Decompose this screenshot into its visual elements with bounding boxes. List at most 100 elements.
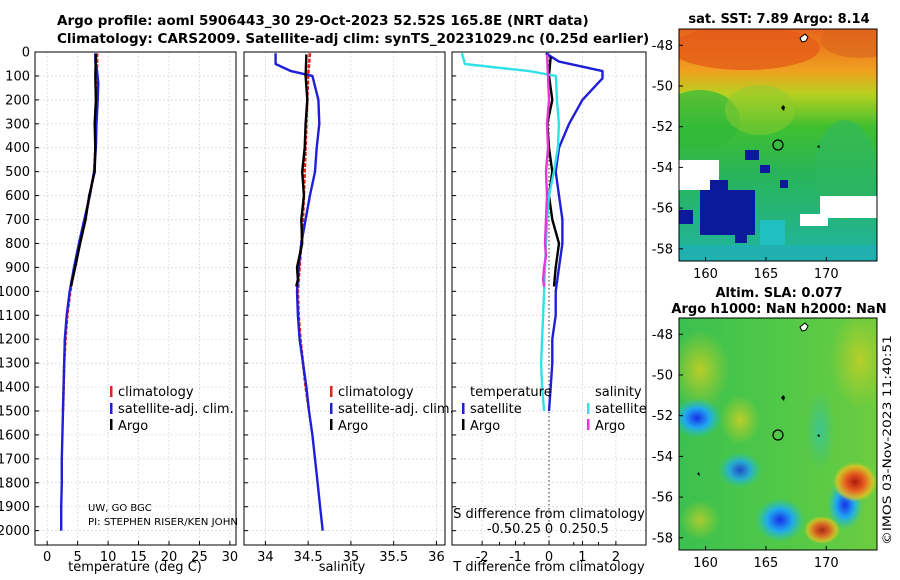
- figure-title-line2: Climatology: CARS2009. Satellite-adj cli…: [57, 31, 650, 47]
- x-tick-label-salinity: 0.25: [559, 522, 588, 537]
- y-tick-label: 1500: [0, 404, 30, 419]
- x-tick-label: 2: [612, 550, 620, 565]
- x-tick-label: 0: [43, 550, 51, 565]
- salinity-series: [274, 53, 324, 531]
- sla-map-panel: Altim. SLA: 0.077 Argo h1000: NaN h2000:…: [652, 286, 894, 571]
- legend-label-satellite: satellite-adj. clim.: [338, 402, 454, 417]
- y-tick-label: 300: [5, 117, 30, 132]
- series-line-argo: [295, 54, 309, 287]
- map-y-tick-label: -54: [652, 450, 673, 465]
- x-tick-label: 35: [343, 550, 360, 565]
- argo-marker: [772, 139, 784, 151]
- legend-label-s-argo: Argo: [595, 419, 625, 434]
- x-tick-label: 15: [130, 550, 147, 565]
- y-tick-label: 200: [5, 93, 30, 108]
- difference-legend: temperature salinity satellite Argo sate…: [462, 385, 647, 434]
- map-x-tick-label: 160: [693, 556, 718, 571]
- map-x-tick-label: 170: [814, 556, 839, 571]
- y-tick-label: 500: [5, 165, 30, 180]
- island-icon: [697, 472, 700, 476]
- map-x-tick-label: 170: [814, 267, 839, 282]
- map-x-tick-label: 165: [754, 556, 779, 571]
- x-tick-label: -1: [509, 550, 522, 565]
- map-y-tick-label: -58: [652, 531, 673, 546]
- map-y-tick-label: -52: [652, 409, 673, 424]
- x-tick-label-salinity: 0: [545, 522, 553, 537]
- difference-panel: -2 -1 0 1 2 -0.5-0.25 0 0.25 0.5 T difference fr…: [451, 51, 647, 575]
- legend-title-temperature: temperature: [470, 385, 552, 400]
- x-tick-label: 1: [578, 550, 586, 565]
- y-tick-label: 1400: [0, 381, 30, 396]
- legend-swatch-climatology: [110, 386, 113, 397]
- legend-swatch-t-argo: [462, 419, 465, 430]
- series-line-salinity-satellite: [460, 52, 561, 412]
- y-tick-label: 2000: [0, 524, 30, 539]
- salinity-panel: 34 34.5 35 35.5 36 salinity climatology sate…: [243, 51, 454, 575]
- y-tick-label: 900: [5, 261, 30, 276]
- legend-label-t-argo: Argo: [470, 419, 500, 434]
- y-tick-label: 1000: [0, 285, 30, 300]
- legend-label-argo: Argo: [118, 419, 148, 434]
- y-tick-label: 1100: [0, 309, 30, 324]
- sst-map-ticks: 160 165 170 -48 -50 -52 -54 -56 -58: [652, 39, 839, 282]
- legend-swatch-satellite: [330, 403, 333, 414]
- salinity-legend: climatology satellite-adj. clim. Argo: [330, 385, 454, 434]
- y-tick-label: 1800: [0, 476, 30, 491]
- sla-map-image: [679, 318, 877, 550]
- legend-swatch-satellite: [110, 403, 113, 414]
- legend-label-t-satellite: satellite: [470, 402, 522, 417]
- island-icon: [799, 322, 809, 332]
- x-tick-label: 10: [100, 550, 117, 565]
- sla-map-title-line2: Argo h1000: NaN h2000: NaN: [671, 302, 886, 317]
- map-y-tick-label: -54: [652, 161, 673, 176]
- map-y-tick-label: -56: [652, 202, 673, 217]
- temperature-legend: climatology satellite-adj. clim. Argo: [110, 385, 234, 434]
- x-tick-label: 30: [222, 550, 239, 565]
- temperature-panel: 0100200300400500600700800900100011001200…: [0, 46, 238, 576]
- y-tick-label: 600: [5, 189, 30, 204]
- map-y-tick-label: -56: [652, 491, 673, 506]
- series-line-argo: [69, 54, 98, 287]
- sst-map-image: [679, 29, 877, 261]
- x-tick-label: 20: [161, 550, 178, 565]
- island-icon: [817, 434, 820, 437]
- map-y-tick-label: -50: [652, 368, 673, 383]
- salinity-xlabel: salinity: [319, 560, 366, 575]
- series-line-salinity-argo: [541, 54, 551, 287]
- y-tick-label: 700: [5, 213, 30, 228]
- x-tick-label: 35.5: [379, 550, 408, 565]
- y-tick-label: 0: [22, 46, 30, 61]
- legend-swatch-s-satellite: [587, 403, 590, 414]
- figure-title-line1: Argo profile: aoml 5906443_30 29-Oct-202…: [57, 13, 589, 29]
- legend-label-climatology: climatology: [338, 385, 414, 400]
- island-icon: [799, 33, 809, 43]
- x-tick-label: 0: [545, 550, 553, 565]
- map-y-tick-label: -50: [652, 79, 673, 94]
- y-tick-label: 800: [5, 237, 30, 252]
- x-tick-label: 34: [257, 550, 274, 565]
- credit-line1: UW, GO BGC: [88, 503, 152, 514]
- legend-title-salinity: salinity: [595, 385, 642, 400]
- legend-label-s-satellite: satellite: [595, 402, 647, 417]
- y-tick-label: 1900: [0, 500, 30, 515]
- difference-ticks: -2 -1 0 1 2 -0.5-0.25 0 0.25 0.5: [452, 51, 620, 565]
- legend-swatch-argo: [110, 419, 113, 430]
- legend-label-argo: Argo: [338, 419, 368, 434]
- x-tick-label: 34.5: [294, 550, 323, 565]
- imos-watermark: ©IMOS 03-Nov-2023 11:40:51: [880, 335, 894, 545]
- difference-xlabel-top: S difference from climatology: [453, 507, 645, 522]
- argo-marker: [772, 429, 784, 441]
- x-tick-label-salinity: -0.5: [487, 522, 512, 537]
- map-x-tick-label: 160: [693, 267, 718, 282]
- salinity-ticks: 34 34.5 35 35.5 36: [244, 51, 445, 565]
- sst-map-title: sat. SST: 7.89 Argo: 8.14: [688, 12, 869, 27]
- difference-xlabel: T difference from climatology: [452, 560, 645, 575]
- y-tick-label: 1300: [0, 357, 30, 372]
- x-tick-label: 5: [73, 550, 81, 565]
- y-tick-label: 1700: [0, 452, 30, 467]
- sla-map-title-line1: Altim. SLA: 0.077: [716, 286, 843, 301]
- x-tick-label-salinity: -0.25: [507, 522, 541, 537]
- map-y-tick-label: -48: [652, 328, 673, 343]
- y-tick-label: 100: [5, 69, 30, 84]
